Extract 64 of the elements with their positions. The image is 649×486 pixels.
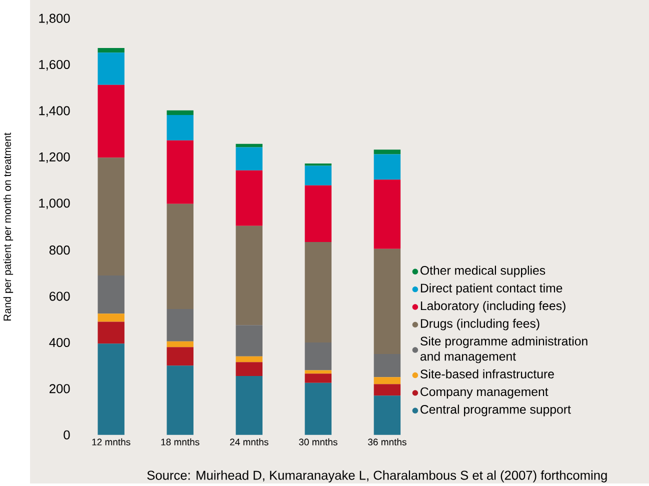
legend-label: Direct patient contact time [420,284,562,296]
x-tick-label: 18 mnths [161,438,200,446]
y-tick-label: 600 [50,292,70,301]
x-tick-label: 12 mnths [92,438,130,446]
bar [98,48,124,53]
y-tick-label: 1,800 [39,14,70,25]
bar [304,242,332,343]
legend-label: Central programme support [420,404,571,416]
bar [374,249,401,354]
bar [236,356,263,362]
bar [98,85,124,158]
bar [304,342,332,370]
bar [236,170,263,226]
x-tick-label: 36 mnths [368,438,406,446]
bar [236,144,263,148]
legend-label: Site-based infrastructure [420,369,554,379]
bar [236,147,263,171]
legend-label: Site programme administration and management [420,336,588,364]
y-tick-label: 400 [49,338,70,348]
bar [374,396,401,436]
bar [304,370,332,374]
bar [98,322,124,344]
bar [374,384,401,396]
bar [236,325,263,356]
bar [236,226,263,326]
bar [166,110,194,116]
bar [236,362,263,376]
bar [304,186,332,242]
bar [374,180,401,250]
bar [374,150,401,154]
bar [304,383,332,436]
bar [98,314,124,322]
bar [166,347,194,366]
bar [166,309,194,342]
y-tick-label: 800 [49,246,70,255]
bar [236,376,263,436]
bar [98,158,124,276]
legend-label: Laboratory (including fees) [420,301,566,313]
y-tick-label: 200 [50,384,70,394]
x-tick-label: 24 mnths [230,438,268,446]
bar [374,354,401,378]
bar [98,344,124,436]
x-tick-label: 30 mnths [298,438,338,446]
bar [304,374,332,384]
bar [374,154,401,180]
y-tick-label: 1,200 [39,152,70,164]
bar [166,366,194,436]
bar [166,115,194,140]
legend-label: Other medical supplies [420,266,546,278]
bar [98,52,124,86]
bar [304,166,332,186]
legend-label: Company management [420,387,548,399]
y-axis-title: Rand per patient per month on treatment [3,132,14,321]
bar [98,276,124,314]
bar [166,341,194,348]
y-tick-label: 0 [64,430,70,440]
bar [166,140,194,204]
y-tick-label: 1,400 [39,106,70,117]
y-tick-label: 1,600 [39,60,70,71]
y-tick-label: 1,000 [39,198,70,210]
bar [166,204,194,310]
source-note: Source: Muirhead D, Kumaranayake L, Charalambous S et al (2007) forthcoming [147,470,607,483]
bar [374,377,401,384]
legend-label: Drugs (including fees) [420,318,540,330]
